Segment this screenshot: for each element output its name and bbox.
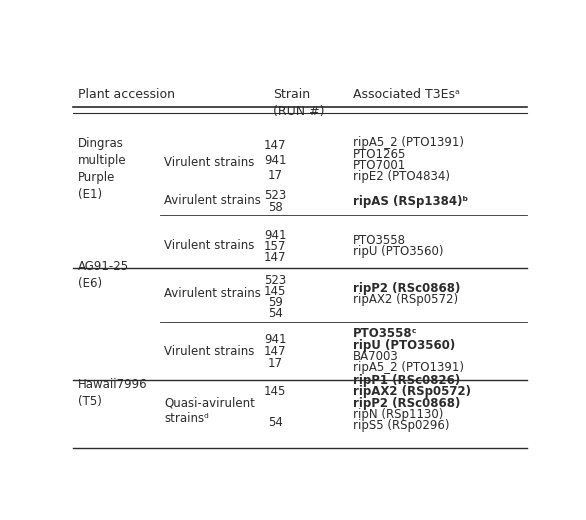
Text: 523: 523 (264, 274, 287, 287)
Text: ripAX2 (RSp0572): ripAX2 (RSp0572) (353, 293, 458, 306)
Text: ripN (RSp1130): ripN (RSp1130) (353, 408, 443, 421)
Text: 157: 157 (264, 240, 287, 253)
Text: ripA5_2 (PTO1391): ripA5_2 (PTO1391) (353, 136, 464, 149)
Text: ripP1 (RSc0826): ripP1 (RSc0826) (353, 374, 460, 387)
Text: ripP2 (RSc0868): ripP2 (RSc0868) (353, 397, 460, 410)
Text: 147: 147 (264, 139, 287, 152)
Text: 54: 54 (268, 307, 283, 320)
Text: 941: 941 (264, 333, 287, 346)
Text: 523: 523 (264, 189, 287, 202)
Text: PTO3558: PTO3558 (353, 233, 406, 246)
Text: 54: 54 (268, 416, 283, 430)
Text: 17: 17 (268, 169, 283, 182)
Text: 147: 147 (264, 345, 287, 358)
Text: PTO1265: PTO1265 (353, 148, 406, 161)
Text: 941: 941 (264, 229, 287, 242)
Text: BA7003: BA7003 (353, 350, 398, 363)
Text: ripAX2 (RSp0572): ripAX2 (RSp0572) (353, 385, 471, 398)
Text: 145: 145 (264, 285, 287, 298)
Text: Virulent strains: Virulent strains (164, 345, 254, 358)
Text: Avirulent strains: Avirulent strains (164, 194, 261, 207)
Text: Plant accession: Plant accession (78, 88, 175, 101)
Text: ripE2 (PTO4834): ripE2 (PTO4834) (353, 171, 449, 184)
Text: Virulent strains: Virulent strains (164, 239, 254, 252)
Text: Dingras
multiple
Purple
(E1): Dingras multiple Purple (E1) (78, 137, 127, 201)
Text: 145: 145 (264, 385, 287, 398)
Text: 941: 941 (264, 154, 287, 167)
Text: Quasi-avirulent
strainsᵈ: Quasi-avirulent strainsᵈ (164, 396, 255, 425)
Text: Strain
(RUN #): Strain (RUN #) (273, 88, 325, 119)
Text: AG91-25
(E6): AG91-25 (E6) (78, 261, 129, 290)
Text: ripAS (RSp1384)ᵇ: ripAS (RSp1384)ᵇ (353, 195, 468, 208)
Text: ripP2 (RSc0868): ripP2 (RSc0868) (353, 282, 460, 295)
Text: ripU (PTO3560): ripU (PTO3560) (353, 339, 455, 352)
Text: 59: 59 (268, 296, 283, 309)
Text: ripA5_2 (PTO1391): ripA5_2 (PTO1391) (353, 361, 464, 374)
Text: ripS5 (RSp0296): ripS5 (RSp0296) (353, 419, 449, 432)
Text: PTO3558ᶜ: PTO3558ᶜ (353, 328, 417, 341)
Text: Avirulent strains: Avirulent strains (164, 287, 261, 300)
Text: ripU (PTO3560): ripU (PTO3560) (353, 245, 443, 258)
Text: Virulent strains: Virulent strains (164, 156, 254, 169)
Text: PTO7001: PTO7001 (353, 159, 406, 172)
Text: Hawaii7996
(T5): Hawaii7996 (T5) (78, 378, 148, 408)
Text: 58: 58 (268, 201, 282, 214)
Text: 17: 17 (268, 357, 283, 370)
Text: Associated T3Esᵃ: Associated T3Esᵃ (353, 88, 459, 101)
Text: 147: 147 (264, 251, 287, 264)
